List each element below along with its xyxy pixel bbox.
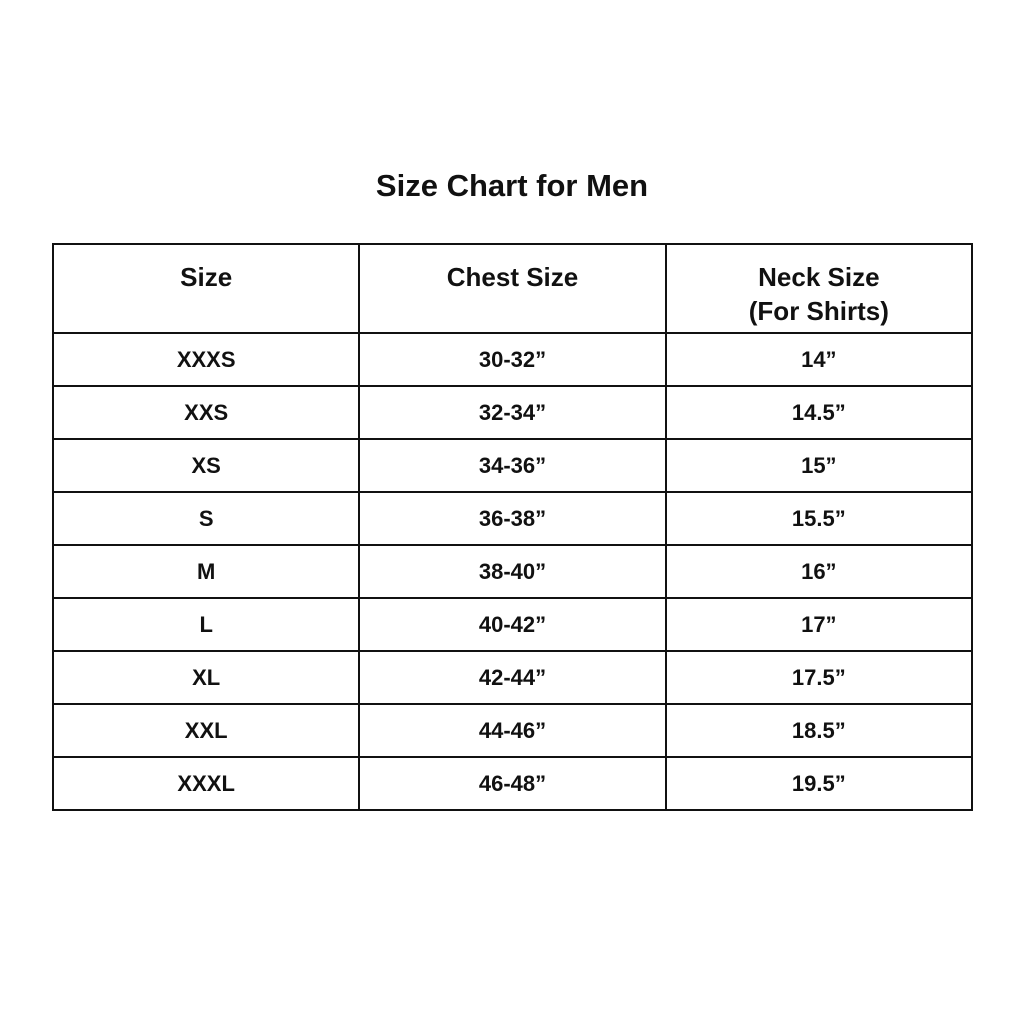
cell-chest: 46-48” (358, 756, 667, 811)
header-chest: Chest Size (358, 243, 667, 334)
header-size: Size (51, 243, 361, 334)
cell-chest: 38-40” (358, 544, 667, 599)
table-row: XS 34-36” 15” (51, 438, 974, 493)
cell-neck: 15” (664, 438, 974, 493)
table-row: XXS 32-34” 14.5” (51, 385, 974, 440)
cell-chest: 30-32” (358, 332, 667, 387)
table-row: S 36-38” 15.5” (51, 491, 974, 546)
cell-neck: 15.5” (664, 491, 974, 546)
cell-chest: 36-38” (358, 491, 667, 546)
cell-size: XXL (51, 703, 361, 758)
table-row: XXXS 30-32” 14” (51, 332, 974, 387)
table-row: XL 42-44” 17.5” (51, 650, 974, 705)
cell-chest: 44-46” (358, 703, 667, 758)
cell-neck: 19.5” (664, 756, 974, 811)
page-title: Size Chart for Men (375, 168, 649, 203)
cell-size: XS (51, 438, 361, 493)
table-row: L 40-42” 17” (51, 597, 974, 652)
header-neck-label: Neck Size (758, 262, 880, 292)
cell-neck: 14” (664, 332, 974, 387)
cell-size: XXXS (51, 332, 361, 387)
header-neck-sub: (For Shirts) (748, 296, 889, 326)
cell-neck: 17” (664, 597, 974, 652)
cell-neck: 18.5” (664, 703, 974, 758)
table-row: XXL 44-46” 18.5” (51, 703, 974, 758)
cell-neck: 17.5” (664, 650, 974, 705)
table-row: XXXL 46-48” 19.5” (51, 756, 974, 811)
cell-size: M (51, 544, 361, 599)
cell-size: XXS (51, 385, 361, 440)
size-chart-table: Size Chest Size Neck Size (For Shirts) X… (51, 243, 974, 811)
cell-chest: 32-34” (358, 385, 667, 440)
table-row: M 38-40” 16” (51, 544, 974, 599)
cell-chest: 34-36” (358, 438, 667, 493)
cell-chest: 40-42” (358, 597, 667, 652)
cell-size: XXXL (51, 756, 361, 811)
header-neck: Neck Size (For Shirts) (664, 243, 974, 334)
cell-size: L (51, 597, 361, 652)
header-row: Size Chest Size Neck Size (For Shirts) (51, 243, 974, 334)
cell-size: XL (51, 650, 361, 705)
cell-chest: 42-44” (358, 650, 667, 705)
cell-size: S (51, 491, 361, 546)
cell-neck: 16” (664, 544, 974, 599)
cell-neck: 14.5” (664, 385, 974, 440)
